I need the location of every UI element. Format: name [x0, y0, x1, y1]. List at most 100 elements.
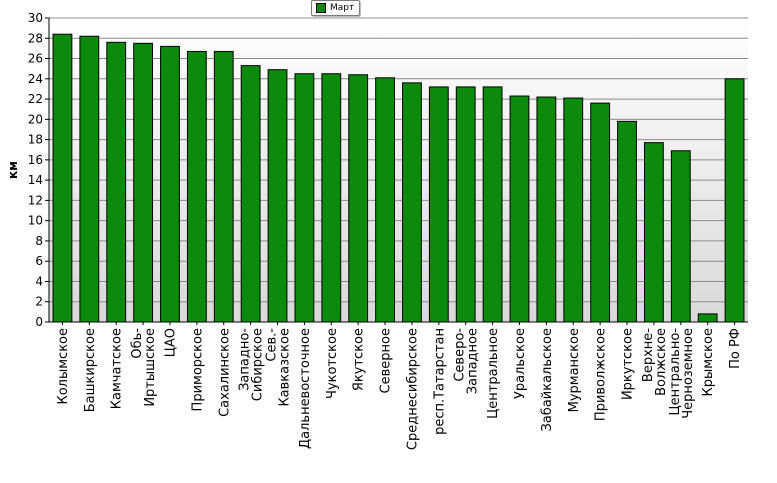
legend-swatch: [316, 3, 326, 13]
x-tick-label: Центрально-Черноземное: [668, 328, 696, 419]
x-tick-label-line: По РФ: [728, 328, 743, 369]
bar: [590, 102, 611, 323]
bar: [563, 97, 584, 323]
bar: [52, 33, 73, 323]
y-tick-label: 4: [35, 274, 43, 288]
bar: [482, 86, 503, 323]
x-tick-label-line: Сев.-: [265, 328, 280, 362]
x-tick-label-line: Среднесибирское: [405, 328, 420, 450]
y-tick-label: 2: [35, 295, 43, 309]
bar: [160, 45, 180, 323]
y-tick-label: 28: [28, 31, 43, 45]
x-tick-label-line: Западное: [466, 328, 481, 394]
x-tick-label: Сев.-Кавказское: [265, 328, 293, 407]
x-tick-label: Чукотское: [325, 328, 340, 399]
x-tick-label: ЦАО: [163, 328, 178, 357]
x-tick-label-line: Уральское: [513, 328, 528, 399]
bar: [321, 73, 342, 323]
bar: [617, 120, 637, 323]
x-tick-label-line: Иртышское: [143, 328, 158, 407]
x-tick-label: По РФ: [728, 328, 743, 369]
legend-label: Март: [330, 3, 355, 13]
x-tick-label: Верхне-Волжское: [641, 328, 669, 396]
x-tick-label-line: Центрально-: [668, 328, 683, 416]
y-tick-label: 10: [28, 214, 43, 228]
y-tick-label: 8: [35, 234, 43, 248]
bar: [724, 78, 745, 323]
x-tick-label: Колымское: [56, 328, 71, 405]
bar: [670, 150, 691, 323]
x-tick-label-line: Камчатское: [110, 328, 125, 409]
bar: [402, 82, 422, 323]
y-tick-label: 26: [28, 52, 43, 66]
x-tick-label-line: Приволжское: [594, 328, 609, 421]
x-tick-label: Северное: [379, 328, 394, 393]
bar: [643, 142, 664, 323]
x-tick-label: Сахалинское: [217, 328, 232, 417]
bar: [267, 69, 288, 323]
x-tick-label: Камчатское: [110, 328, 125, 409]
bar: [294, 73, 315, 323]
x-tick-label-line: Якутское: [352, 328, 367, 391]
x-tick-label-line: Верхне-: [641, 328, 656, 382]
x-tick-label-line: Башкирское: [83, 328, 98, 412]
bar: [509, 95, 530, 323]
x-tick-label-line: Кавказское: [278, 328, 293, 407]
plot-area: [49, 18, 748, 322]
x-tick-label-line: Приморское: [190, 328, 205, 411]
x-tick-label: Среднесибирское: [405, 328, 420, 450]
legend: Март: [311, 0, 361, 16]
bar: [79, 35, 100, 323]
x-tick-label: Якутское: [352, 328, 367, 391]
x-tick-label: Иркутское: [621, 328, 636, 400]
y-tick-label: 14: [28, 173, 43, 187]
bar: [536, 96, 557, 323]
x-tick-label-line: Волжское: [654, 328, 669, 396]
x-tick-label-line: Центральное: [486, 328, 501, 419]
y-tick-label: 16: [28, 153, 43, 167]
x-tick-label: Забайкальское: [540, 328, 555, 431]
x-tick-label: Приморское: [190, 328, 205, 411]
x-tick-label: Дальневосточное: [298, 328, 313, 449]
x-tick-label: Мурманское: [567, 328, 582, 412]
x-tick-label: Уральское: [513, 328, 528, 399]
x-tick-label: Центральное: [486, 328, 501, 419]
bar: [133, 42, 154, 323]
y-tick-label: 0: [35, 315, 43, 329]
x-tick-label-line: Забайкальское: [540, 328, 555, 431]
x-tick-label-line: Западно-: [238, 328, 253, 391]
bar: [428, 86, 449, 323]
x-tick-label-line: ЦАО: [163, 328, 178, 357]
x-tick-label-line: Сибирское: [251, 328, 266, 401]
x-tick-label: Северо-Западное: [453, 328, 481, 395]
y-tick-label: 6: [35, 254, 43, 268]
x-tick-label-line: Черноземное: [681, 328, 696, 419]
x-tick-label-line: Северное: [379, 328, 394, 393]
x-tick-label: Приволжское: [594, 328, 609, 421]
bar: [375, 77, 395, 323]
y-tick-label: 18: [28, 133, 43, 147]
bar: [106, 41, 127, 323]
y-tick-label: 30: [28, 11, 43, 25]
x-tick-label: Крымское: [701, 328, 716, 397]
bar: [186, 50, 207, 323]
x-tick-label-line: Северо-: [453, 328, 468, 382]
x-tick-label-line: Дальневосточное: [298, 328, 313, 449]
x-tick-label-line: Обь-: [130, 328, 145, 359]
x-tick-label-line: Мурманское: [567, 328, 582, 412]
y-tick-label: 24: [28, 72, 43, 86]
bar: [348, 74, 369, 323]
x-tick-label-line: Крымское: [701, 328, 716, 397]
x-tick-label-line: Чукотское: [325, 328, 340, 399]
x-tick-label: Обь-Иртышское: [130, 328, 158, 407]
x-tick-label: Башкирское: [83, 328, 98, 412]
x-tick-label-line: респ.Татарстан: [432, 328, 447, 435]
x-tick-label-line: Колымское: [56, 328, 71, 405]
y-axis-title: км: [6, 161, 20, 179]
bar: [213, 50, 234, 323]
y-tick-label: 22: [28, 92, 43, 106]
x-tick-label: респ.Татарстан: [432, 328, 447, 435]
bar: [240, 65, 261, 323]
